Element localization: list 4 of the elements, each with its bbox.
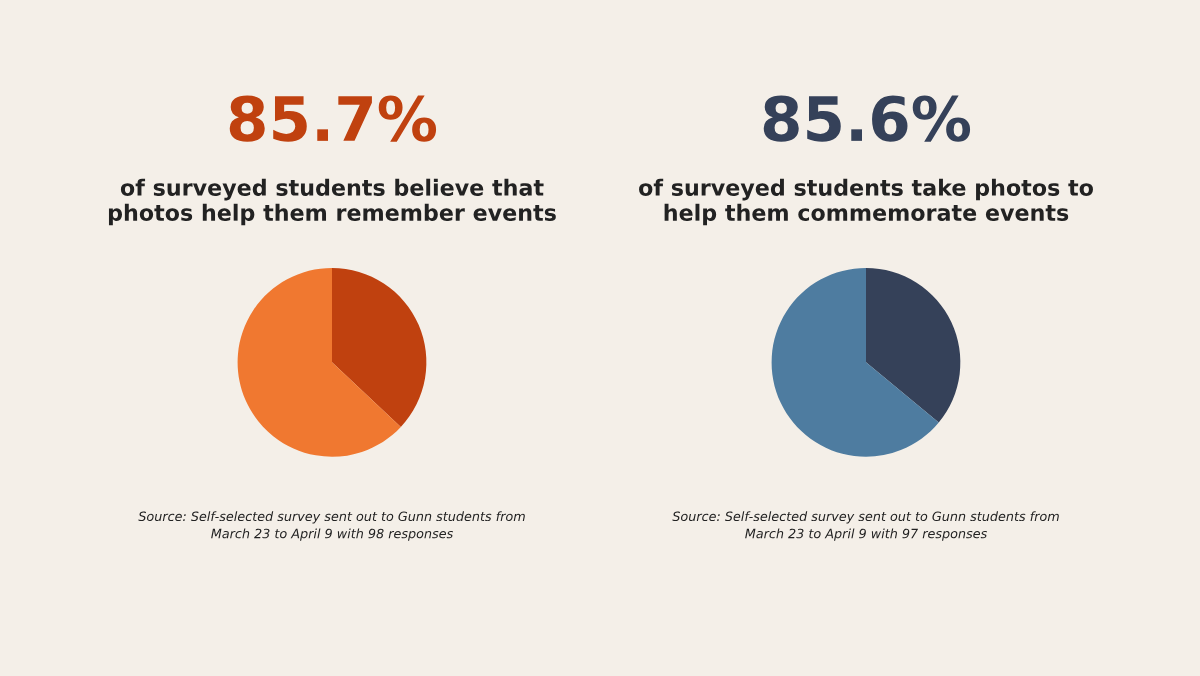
chart-title: 85.7% [229, 95, 437, 142]
chart-subtitle: of surveyed students believe that photos help them remember events [108, 178, 556, 226]
chart-subtitle: of surveyed students take photos to help them commemorate events [639, 178, 1093, 226]
chart-title: 85.6% [763, 95, 971, 142]
